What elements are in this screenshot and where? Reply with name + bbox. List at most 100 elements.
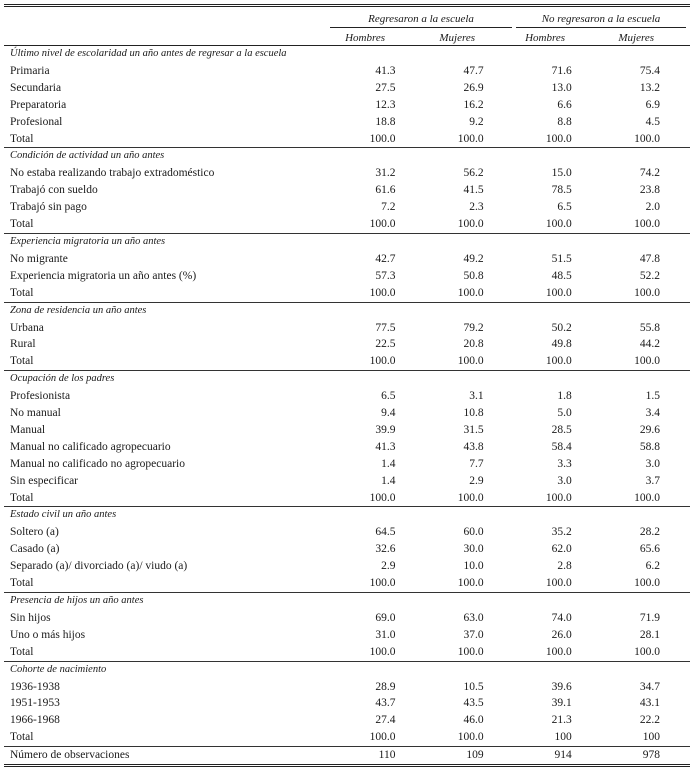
cell-value: 30.0: [463, 543, 484, 556]
cell-value: 3.3: [557, 457, 572, 470]
table-row: Trabajó con sueldo 61.6 41.5 78.5 23.8: [4, 182, 690, 199]
cell-value: 6.2: [645, 560, 660, 573]
cell-value: 2.9: [381, 560, 396, 573]
row-label: No migrante: [10, 252, 68, 265]
row-label: Manual no calificado no agropecuario: [10, 457, 185, 470]
group-header-no-regresaron: No regresaron a la escuela: [516, 13, 686, 28]
cell-value: 74.0: [551, 611, 572, 624]
cell-value: 100.0: [307, 284, 396, 303]
cell-value: 100.0: [395, 489, 484, 508]
cell-value: 100.0: [395, 130, 484, 149]
section-title: Último nivel de escolaridad un año antes…: [10, 48, 287, 59]
cell-value: 100.0: [483, 575, 572, 594]
cell-value: 50.8: [463, 269, 484, 282]
cell-value: 100.0: [571, 130, 690, 149]
cell-value: 9.2: [469, 115, 484, 128]
cell-value: 9.4: [381, 407, 396, 420]
cell-value: 100.0: [483, 284, 572, 303]
cell-value: 31.5: [463, 423, 484, 436]
cell-value: 22.2: [639, 714, 660, 727]
cell-value: 43.5: [463, 697, 484, 710]
row-label: Total: [4, 284, 308, 303]
cell-value: 3.4: [645, 407, 660, 420]
table-row: Rural 22.5 20.8 49.8 44.2: [4, 336, 690, 353]
table-row: Sin hijos 69.0 63.0 74.0 71.9: [4, 610, 690, 627]
table-row: Uno o más hijos 31.0 37.0 26.0 28.1: [4, 627, 690, 644]
cell-value: 43.8: [463, 440, 484, 453]
cell-value: 100.0: [307, 729, 396, 748]
section-title-row: Cohorte de nacimiento: [4, 661, 690, 678]
cell-value: 78.5: [551, 184, 572, 197]
table-header: Regresaron a la escuela No regresaron a …: [4, 7, 690, 46]
cell-value: 10.8: [463, 407, 484, 420]
cell-value: 100.0: [395, 643, 484, 662]
row-label: Total: [4, 489, 308, 508]
table-row: 1951-1953 43.7 43.5 39.1 43.1: [4, 695, 690, 712]
cell-value: 65.6: [639, 543, 660, 556]
cell-value: 28.5: [551, 423, 572, 436]
row-label: Experiencia migratoria un año antes (%): [10, 269, 197, 282]
row-label: Soltero (a): [10, 526, 59, 539]
section-title: Zona de residencia un año antes: [10, 304, 147, 316]
cell-value: 10.5: [463, 680, 484, 693]
row-label: Sin hijos: [10, 611, 51, 624]
table-row: Experiencia migratoria un año antes (%) 5…: [4, 268, 690, 285]
cell-value: 6.9: [645, 98, 660, 111]
cell-value: 100.0: [483, 130, 572, 149]
cell-value: 26.9: [463, 81, 484, 94]
cell-value: 100.0: [307, 643, 396, 662]
cell-value: 100.0: [307, 216, 396, 234]
cell-value: 41.3: [375, 64, 396, 77]
table-row: 1966-1968 27.4 46.0 21.3 22.2: [4, 712, 690, 729]
cell-value: 100.0: [571, 489, 690, 508]
cell-value: 31.2: [375, 167, 396, 180]
cell-value: 6.6: [557, 98, 572, 111]
cell-value: 2.8: [557, 560, 572, 573]
cell-value: 77.5: [375, 321, 396, 334]
row-label: Total: [4, 216, 308, 234]
cell-value: 2.0: [645, 201, 660, 214]
cell-value: 49.2: [463, 252, 484, 265]
row-label: Profesional: [10, 115, 63, 128]
row-label: Manual no calificado agropecuario: [10, 440, 171, 453]
section-title: Experiencia migratoria un año antes: [10, 235, 166, 247]
cell-value: 71.6: [551, 64, 572, 77]
section-title: Ocupación de los padres: [10, 373, 115, 385]
cell-value: 48.5: [551, 269, 572, 282]
cell-value: 1.5: [645, 390, 660, 403]
cell-value: 2.9: [469, 474, 484, 487]
cell-value: 3.0: [645, 457, 660, 470]
cell-value: 47.8: [639, 252, 660, 265]
table-row: No manual 9.4 10.8 5.0 3.4: [4, 405, 690, 422]
cell-value: 75.4: [639, 64, 660, 77]
table-row: Preparatoria 12.3 16.2 6.6 6.9: [4, 97, 690, 114]
cell-value: 52.2: [639, 269, 660, 282]
total-row: Total 100.0 100.0 100.0 100.0: [4, 643, 690, 662]
cell-value: 21.3: [551, 714, 572, 727]
cell-value: 100: [483, 729, 572, 748]
section-title-row: Condición de actividad un año antes: [4, 148, 690, 165]
table-row: Profesionista 6.5 3.1 1.8 1.5: [4, 388, 690, 405]
section-title-row: Último nivel de escolaridad un año antes…: [4, 46, 690, 63]
cell-value: 3.7: [645, 474, 660, 487]
cell-value: 100.0: [483, 353, 572, 372]
cell-value: 39.1: [551, 697, 572, 710]
cell-value: 100: [571, 729, 690, 748]
cell-value: 29.6: [639, 423, 660, 436]
cell-value: 100.0: [307, 575, 396, 594]
cell-value: 3.1: [469, 390, 484, 403]
cell-value: 63.0: [463, 611, 484, 624]
cell-value: 13.2: [639, 81, 660, 94]
row-label: Rural: [10, 338, 36, 351]
table-row: Casado (a) 32.6 30.0 62.0 65.6: [4, 541, 690, 558]
row-label: Total: [4, 575, 308, 594]
cell-value: 28.1: [639, 628, 660, 641]
cell-value: 109: [395, 746, 484, 767]
cell-value: 100.0: [395, 575, 484, 594]
cell-value: 34.7: [639, 680, 660, 693]
column-header: Mujeres: [439, 32, 475, 44]
cell-value: 39.9: [375, 423, 396, 436]
table-row: Primaria 41.3 47.7 71.6 75.4: [4, 63, 690, 80]
cell-value: 28.2: [639, 526, 660, 539]
cell-value: 100.0: [571, 353, 690, 372]
